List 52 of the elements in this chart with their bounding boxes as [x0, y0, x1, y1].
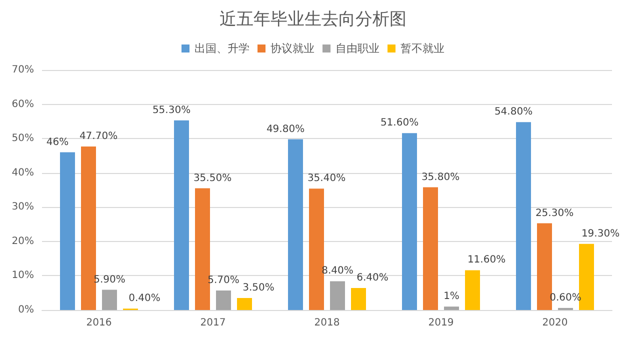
x-tick-label: 2018 [314, 318, 340, 328]
y-tick-label: 30% [12, 202, 34, 213]
bar [579, 244, 594, 310]
bar [444, 306, 459, 310]
data-label: 51.60% [380, 118, 419, 129]
y-tick-label: 60% [12, 98, 34, 110]
bar [351, 288, 366, 310]
legend-label: 自由职业 [336, 42, 380, 55]
x-tick-label: 2019 [428, 318, 454, 328]
y-tick-label: 40% [12, 167, 34, 178]
data-label: 25.30% [535, 208, 574, 219]
data-label: 0.40% [128, 293, 160, 304]
bar [309, 188, 324, 310]
y-tick-label: 50% [12, 133, 34, 144]
bar [102, 290, 117, 310]
data-label: 11.60% [467, 254, 506, 266]
data-label: 35.50% [193, 172, 232, 184]
y-tick-label: 0% [18, 304, 34, 316]
data-label: 1% [444, 291, 460, 302]
y-tick-label: 70% [12, 64, 34, 76]
bar [216, 290, 231, 310]
legend-label: 协议就业 [270, 42, 314, 55]
data-label: 49.80% [266, 124, 305, 135]
data-label: 47.70% [79, 130, 118, 142]
legend-label: 出国、升学 [194, 42, 250, 55]
bar [537, 223, 552, 310]
y-tick-label: 20% [12, 236, 34, 247]
chart-title: 近五年毕业生去向分析图 [220, 10, 406, 30]
data-label: 46% [46, 136, 69, 148]
bar [237, 298, 252, 310]
x-tick-label: 2017 [200, 318, 226, 328]
data-label: 35.40% [307, 173, 346, 184]
data-label: 54.80% [494, 106, 533, 118]
bar [288, 139, 303, 310]
data-label: 6.40% [356, 272, 388, 284]
bar [465, 270, 480, 310]
bar [195, 188, 210, 310]
legend-label: 暂不就业 [400, 42, 444, 55]
bar [330, 281, 345, 310]
bar [423, 187, 438, 310]
bar [174, 120, 189, 310]
bar [516, 122, 531, 310]
bar [81, 146, 96, 310]
bar [60, 152, 75, 310]
x-tick-label: 2016 [86, 318, 112, 328]
y-tick-label: 10% [12, 270, 34, 282]
data-label: 55.30% [152, 104, 191, 116]
data-label: 3.50% [242, 282, 274, 294]
x-tick-label: 2020 [542, 318, 568, 328]
data-label: 35.80% [421, 172, 460, 183]
bar [402, 133, 417, 310]
data-label: 19.30% [581, 228, 620, 240]
